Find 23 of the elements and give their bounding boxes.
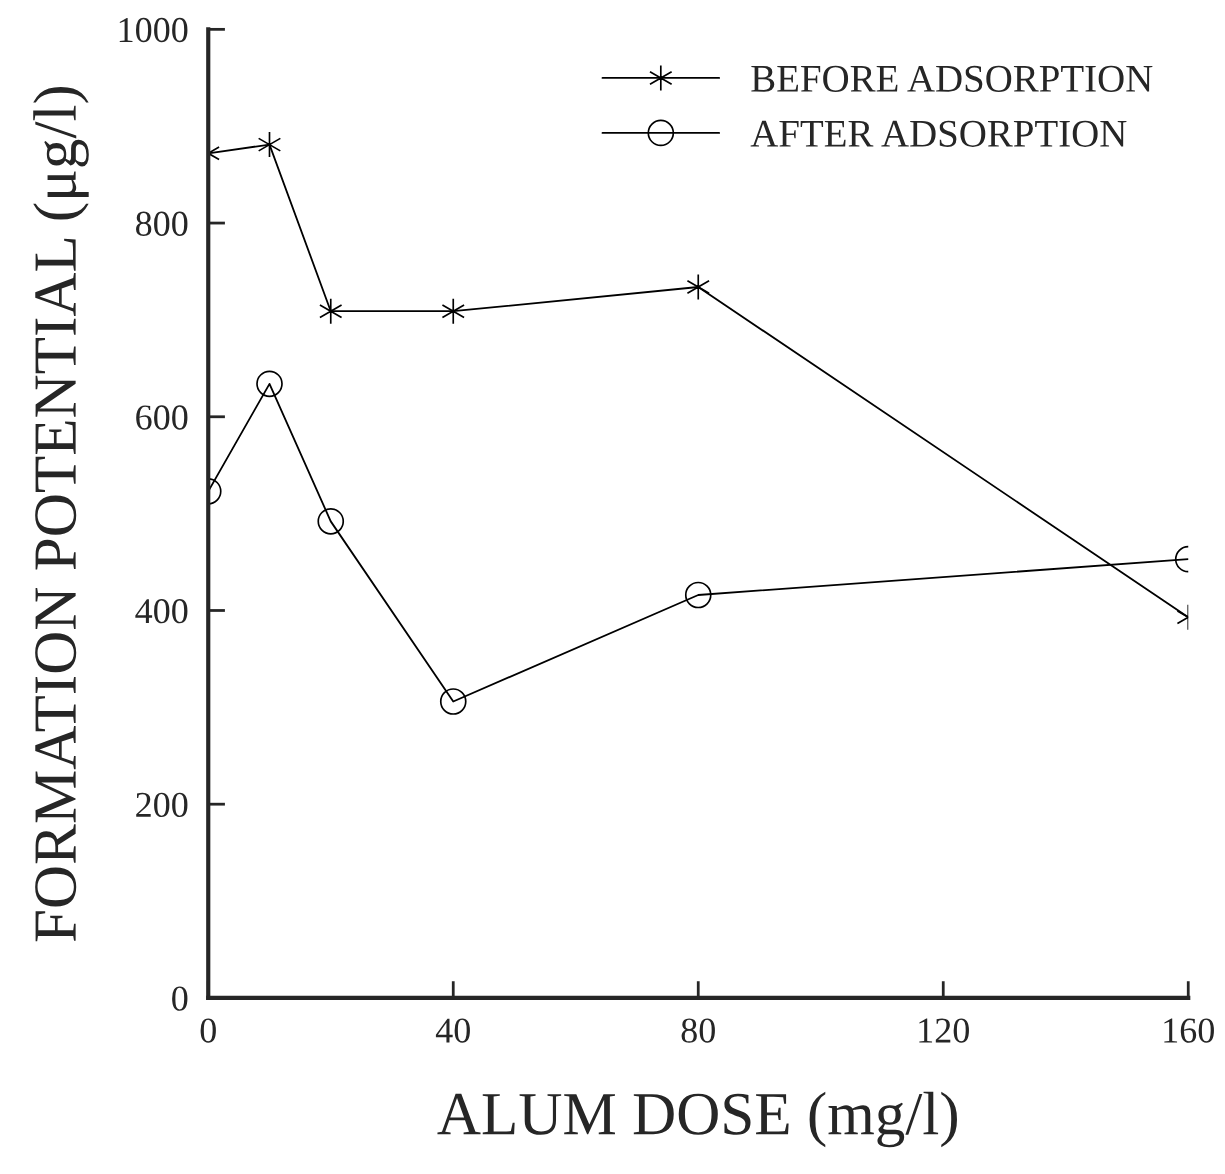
x-tick-label: 120 — [919, 1018, 969, 1043]
y-axis-title: FORMATION POTENTIAL (μg/l) — [33, 86, 89, 942]
y-tick-label: 1000 — [119, 17, 188, 43]
y-tick-label: 200 — [136, 792, 188, 818]
point — [439, 688, 467, 715]
x-tick-label: 80 — [681, 1018, 715, 1043]
point — [319, 297, 343, 325]
y-tick-label: 800 — [136, 211, 188, 236]
y-tick-label: 600 — [136, 405, 188, 430]
point — [441, 297, 465, 325]
y-tick-label: 0 — [172, 986, 188, 1011]
legend-label: BEFORE ADSORPTION — [751, 65, 1153, 92]
x-tick-label: 0 — [200, 1018, 216, 1043]
legend-label: AFTER ADSORPTION — [750, 120, 1127, 147]
point — [256, 370, 283, 398]
point — [686, 273, 710, 301]
x-axis-title: ALUM DOSE (mg/l) — [437, 1091, 957, 1148]
point — [317, 508, 345, 535]
point — [684, 581, 712, 609]
y-tick-label: 400 — [135, 598, 188, 624]
x-tick-label: 160 — [1164, 1018, 1214, 1043]
point — [257, 131, 282, 158]
x-tick-label: 40 — [435, 1018, 470, 1043]
